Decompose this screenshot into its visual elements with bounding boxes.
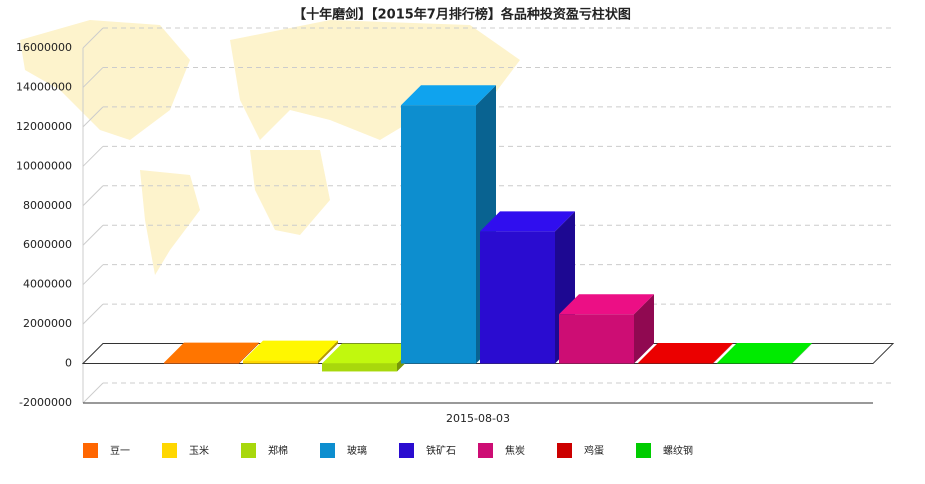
tick-mark [82, 224, 104, 246]
y-tick-label: 4000000 [23, 278, 72, 291]
y-tick-label: -2000000 [19, 396, 72, 409]
tick-mark [82, 27, 104, 49]
bar [717, 362, 792, 364]
legend-label: 郑棉 [268, 444, 288, 457]
bar-top [480, 211, 575, 232]
legend-swatch [320, 443, 335, 458]
y-tick-label: 14000000 [16, 80, 72, 93]
legend-swatch [162, 443, 177, 458]
bar-side [792, 342, 812, 364]
bar-top [322, 343, 417, 364]
bar-top [638, 342, 733, 363]
legend-label: 豆一 [110, 445, 130, 457]
y-tick-label: 2000000 [23, 317, 72, 330]
y-tick-label: 8000000 [23, 199, 72, 212]
bar-top [164, 342, 259, 363]
tick-mark [82, 67, 104, 88]
legend-swatch [83, 443, 98, 458]
bar-side [318, 340, 338, 364]
bar [480, 231, 555, 364]
x-tick-label: 2015-08-03 [446, 412, 510, 425]
chart-title: 【十年磨剑】【2015年7月排行榜】各品种投资盈亏柱状图 [293, 7, 631, 23]
legend-label: 焦炭 [505, 444, 525, 457]
tick-mark [82, 303, 104, 325]
bar [322, 363, 397, 372]
tick-mark [82, 264, 104, 286]
y-tick-label: 0 [65, 357, 72, 370]
legend-label: 玉米 [189, 444, 209, 457]
y-tick-label: 10000000 [16, 159, 72, 172]
y-tick-label: 16000000 [16, 41, 72, 54]
legend-swatch [557, 443, 572, 458]
bar [164, 362, 239, 364]
tick-mark [82, 106, 104, 128]
bar-side [713, 342, 733, 364]
world-map-background [20, 20, 520, 275]
tick-mark [82, 145, 104, 167]
bar-side [239, 342, 259, 364]
legend-label: 铁矿石 [426, 444, 456, 457]
bar-top [717, 342, 812, 363]
bar-top [243, 340, 338, 361]
y-tick-label: 6000000 [23, 238, 72, 251]
bar-top [559, 294, 654, 315]
y-tick-label: 12000000 [16, 120, 72, 133]
tick-mark [82, 185, 104, 207]
bar-top [401, 85, 496, 106]
legend-label: 玻璃 [347, 444, 367, 457]
tick-mark [82, 382, 104, 404]
legend-label: 螺纹钢 [663, 444, 693, 457]
legend-swatch [241, 443, 256, 458]
bar [243, 360, 318, 364]
bar [638, 362, 713, 364]
legend-label: 鸡蛋 [584, 444, 604, 457]
bar-side [634, 294, 654, 364]
legend-swatch [399, 443, 414, 458]
bar [401, 105, 476, 364]
legend-swatch [478, 443, 493, 458]
legend-swatch [636, 443, 651, 458]
bar [559, 314, 634, 364]
